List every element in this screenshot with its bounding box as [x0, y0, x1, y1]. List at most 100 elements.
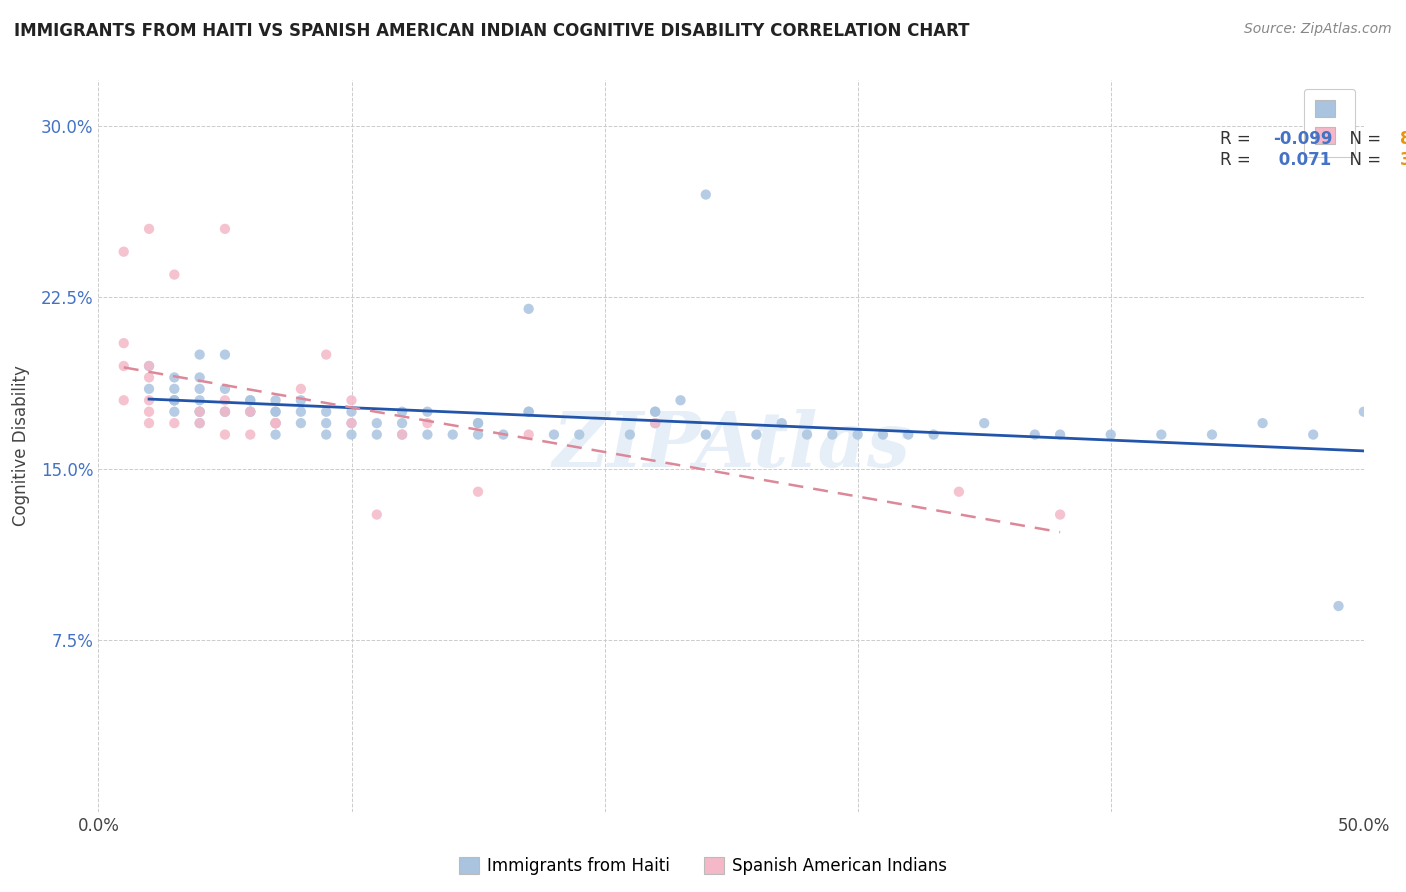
Point [239, 405, 262, 419]
Point [214, 347, 236, 362]
Point [264, 416, 287, 430]
Point [1049, 508, 1071, 522]
Point [239, 405, 262, 419]
Point [188, 416, 211, 430]
Point [1251, 416, 1274, 430]
Point [290, 416, 312, 430]
Text: 0.071: 0.071 [1274, 151, 1331, 169]
Point [821, 427, 844, 442]
Point [467, 416, 489, 430]
Point [264, 427, 287, 442]
Point [973, 416, 995, 430]
Point [416, 427, 439, 442]
Point [922, 427, 945, 442]
Point [770, 416, 793, 430]
Point [872, 427, 894, 442]
Point [239, 405, 262, 419]
Legend: , : , [1303, 88, 1355, 157]
Point [340, 393, 363, 408]
Point [619, 427, 641, 442]
Point [948, 484, 970, 499]
Point [138, 382, 160, 396]
Point [517, 301, 540, 316]
Text: Source: ZipAtlas.com: Source: ZipAtlas.com [1244, 22, 1392, 37]
Point [163, 370, 186, 384]
Point [796, 427, 818, 442]
Point [1353, 405, 1375, 419]
Point [163, 393, 186, 408]
Point [214, 427, 236, 442]
Point [214, 382, 236, 396]
Point [138, 222, 160, 236]
Point [214, 393, 236, 408]
Point [239, 393, 262, 408]
Point [391, 427, 413, 442]
Point [1024, 427, 1046, 442]
Point [315, 416, 337, 430]
Point [188, 416, 211, 430]
Point [1150, 427, 1173, 442]
Y-axis label: Cognitive Disability: Cognitive Disability [11, 366, 30, 526]
Point [214, 405, 236, 419]
Point [315, 405, 337, 419]
Point [239, 393, 262, 408]
Point [112, 244, 135, 259]
Point [138, 416, 160, 430]
Point [1327, 599, 1350, 613]
Point [391, 405, 413, 419]
Point [214, 405, 236, 419]
Point [188, 405, 211, 419]
Point [340, 416, 363, 430]
Point [441, 427, 464, 442]
Point [366, 416, 388, 430]
Point [264, 405, 287, 419]
Point [517, 405, 540, 419]
Point [290, 393, 312, 408]
Text: IMMIGRANTS FROM HAITI VS SPANISH AMERICAN INDIAN COGNITIVE DISABILITY CORRELATIO: IMMIGRANTS FROM HAITI VS SPANISH AMERICA… [14, 22, 970, 40]
Point [188, 405, 211, 419]
Text: 34: 34 [1400, 151, 1406, 169]
Point [163, 405, 186, 419]
Point [163, 393, 186, 408]
Point [745, 427, 768, 442]
Point [669, 393, 692, 408]
Point [644, 405, 666, 419]
Point [1049, 427, 1071, 442]
Point [188, 370, 211, 384]
Point [391, 416, 413, 430]
Point [1099, 427, 1122, 442]
Point [315, 427, 337, 442]
Point [264, 416, 287, 430]
Text: -0.099: -0.099 [1274, 130, 1333, 148]
Point [897, 427, 920, 442]
Point [543, 427, 565, 442]
Point [163, 382, 186, 396]
Point [138, 359, 160, 373]
Point [188, 393, 211, 408]
Point [112, 393, 135, 408]
Text: 80: 80 [1400, 130, 1406, 148]
Point [467, 484, 489, 499]
Point [366, 508, 388, 522]
Point [214, 222, 236, 236]
Point [1302, 427, 1324, 442]
Point [112, 359, 135, 373]
Point [290, 405, 312, 419]
Point [517, 405, 540, 419]
Point [568, 427, 591, 442]
Point [467, 427, 489, 442]
Text: ZIPAtlas: ZIPAtlas [553, 409, 910, 483]
Point [264, 416, 287, 430]
Point [340, 416, 363, 430]
Text: N =: N = [1340, 151, 1386, 169]
Point [340, 405, 363, 419]
Text: R =: R = [1220, 151, 1256, 169]
Point [416, 416, 439, 430]
Point [163, 416, 186, 430]
Point [366, 427, 388, 442]
Point [517, 427, 540, 442]
Point [138, 393, 160, 408]
Point [340, 427, 363, 442]
Point [391, 427, 413, 442]
Point [264, 393, 287, 408]
